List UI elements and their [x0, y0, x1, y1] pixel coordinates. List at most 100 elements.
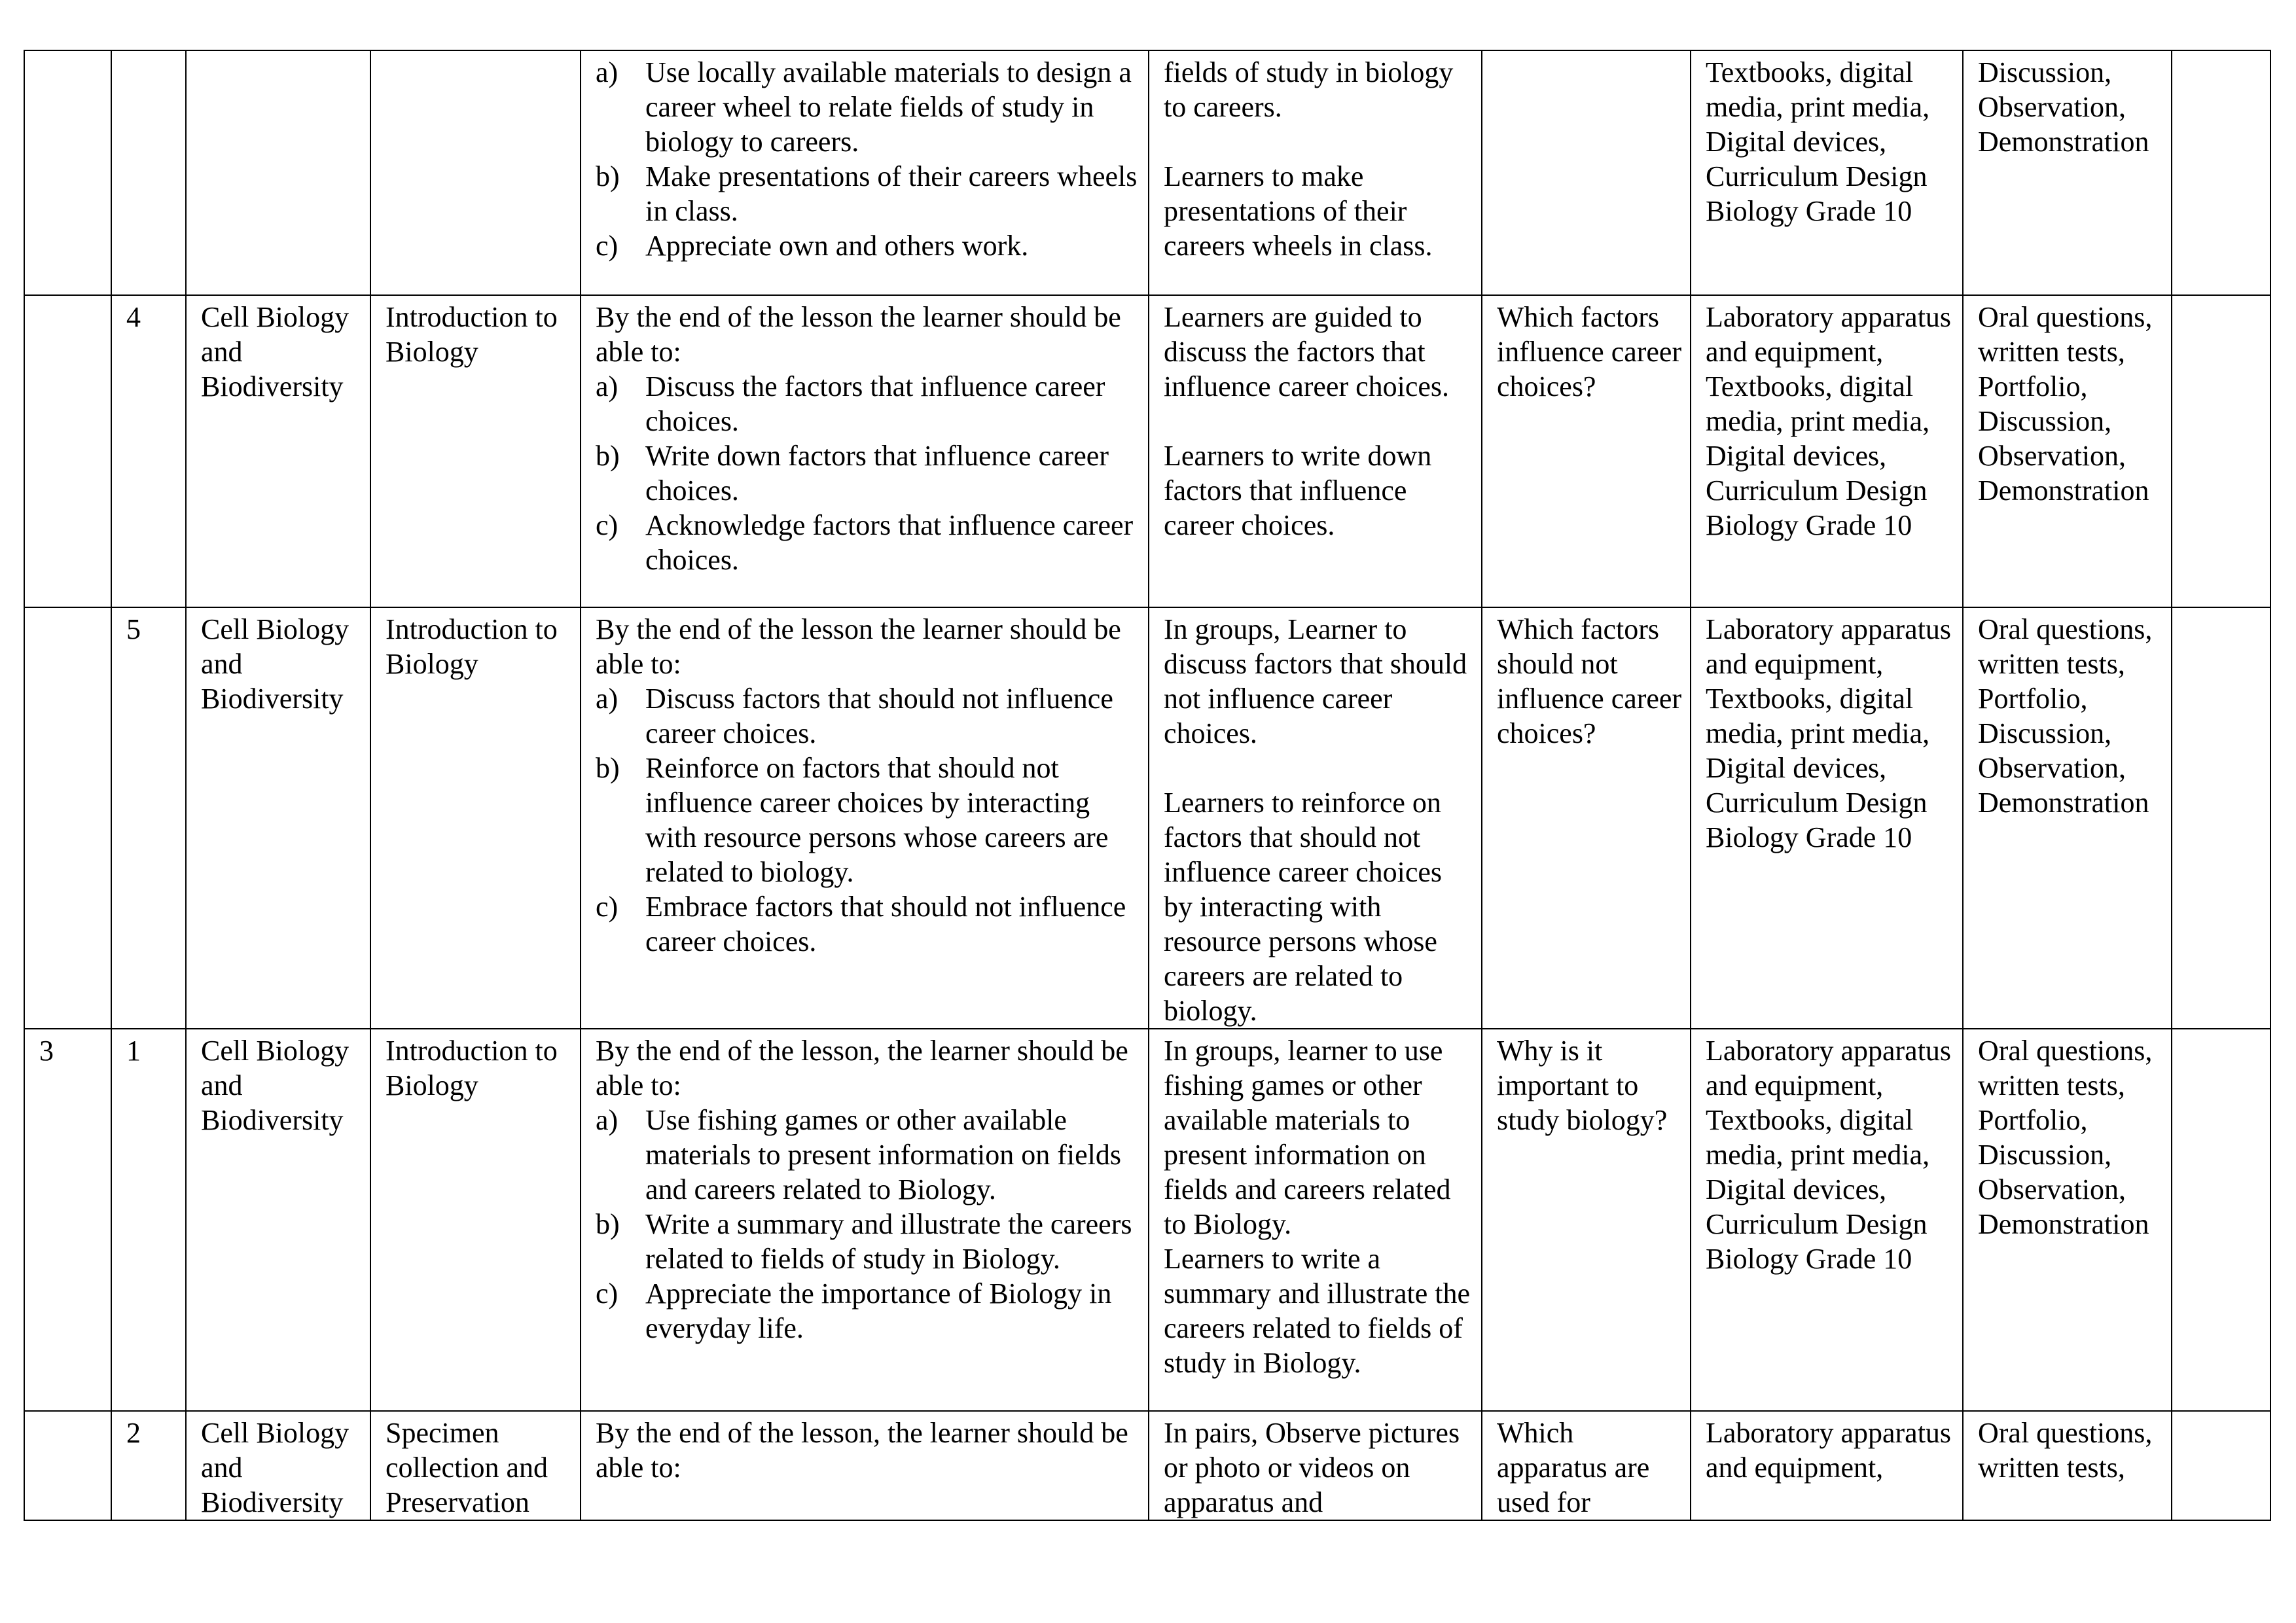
learning-experience: Learners to write down factors that infl…: [1164, 440, 1432, 541]
objectives-cell: By the end of the lesson, the learner sh…: [580, 1410, 1149, 1521]
objective-text: Use locally available materials to desig…: [645, 56, 1132, 158]
key-inquiry-cell: Which factors should not influence caree…: [1481, 607, 1691, 1029]
week-cell: 3: [24, 1028, 112, 1412]
objectives-list: a) Use locally available materials to des…: [596, 55, 1140, 263]
objective-text: Make presentations of their careers whee…: [645, 160, 1138, 227]
learning-experience: Learners to make presentations of their …: [1164, 160, 1433, 262]
objective-label: c): [596, 509, 619, 541]
assessment-cell: Oral questions, written tests,: [1962, 1410, 2172, 1521]
objective-text: Embrace factors that should not influenc…: [645, 891, 1126, 957]
resources-cell: Textbooks, digital media, print media, D…: [1690, 50, 1964, 296]
objective-item: a) Discuss factors that should not influe…: [596, 681, 1140, 751]
objectives-cell: a) Use locally available materials to des…: [580, 50, 1149, 296]
objective-item: c) Embrace factors that should not influe…: [596, 889, 1140, 959]
learning-experiences-cell: fields of study in biology to careers. Le…: [1148, 50, 1482, 296]
objective-text: Reinforce on factors that should not inf…: [645, 752, 1109, 888]
key-inquiry-cell: Which apparatus are used for: [1481, 1410, 1691, 1521]
resources-cell: Laboratory apparatus and equipment, Text…: [1690, 294, 1964, 608]
week-cell: [24, 607, 112, 1029]
objective-label: b): [596, 1208, 620, 1240]
strand-cell: Cell Biology and Biodiversity: [185, 294, 371, 608]
lesson-cell: 1: [111, 1028, 187, 1412]
assessment-cell: Oral questions, written tests, Portfolio…: [1962, 294, 2172, 608]
objective-text: Discuss factors that should not influenc…: [645, 683, 1113, 749]
resources-cell: Laboratory apparatus and equipment,: [1690, 1410, 1964, 1521]
strand-cell: [185, 50, 371, 296]
week-cell: [24, 294, 112, 608]
strand-cell: Cell Biology and Biodiversity: [185, 1028, 371, 1412]
objectives-cell: By the end of the lesson, the learner sh…: [580, 1028, 1149, 1412]
sub-strand-cell: Introduction to Biology: [370, 294, 581, 608]
objective-label: a): [596, 370, 619, 402]
remarks-cell: [2171, 1028, 2271, 1412]
objective-text: Appreciate own and others work.: [645, 230, 1029, 262]
objective-text: Use fishing games or other available mat…: [645, 1104, 1122, 1205]
objectives-list: a) Discuss the factors that influence car…: [596, 369, 1140, 577]
sub-strand-cell: Introduction to Biology: [370, 607, 581, 1029]
strand-cell: Cell Biology and Biodiversity: [185, 607, 371, 1029]
assessment-cell: Oral questions, written tests, Portfolio…: [1962, 1028, 2172, 1412]
week-cell: [24, 50, 112, 296]
objective-item: b) Reinforce on factors that should not i…: [596, 751, 1140, 889]
sub-strand-cell: [370, 50, 581, 296]
learning-experiences-cell: In groups, Learner to discuss factors th…: [1148, 607, 1482, 1029]
objective-label: a): [596, 56, 619, 88]
table-row: 5 Cell Biology and Biodiversity Introducti…: [24, 607, 2271, 1029]
learning-experience: In pairs, Observe pictures or photo or v…: [1164, 1417, 1460, 1518]
week-cell: [24, 1410, 112, 1521]
objectives-list: a) Use fishing games or other available m…: [596, 1103, 1140, 1346]
objective-label: c): [596, 230, 619, 262]
strand-cell: Cell Biology and Biodiversity: [185, 1410, 371, 1521]
objective-item: a) Discuss the factors that influence car…: [596, 369, 1140, 438]
objective-item: a) Use fishing games or other available m…: [596, 1103, 1140, 1207]
lesson-cell: 5: [111, 607, 187, 1029]
objective-label: a): [596, 1104, 619, 1136]
table-row: 2 Cell Biology and Biodiversity Specimen c…: [24, 1410, 2271, 1521]
learning-experience: In groups, learner to use fishing games …: [1164, 1035, 1470, 1379]
objective-text: Acknowledge factors that influence caree…: [645, 509, 1134, 576]
remarks-cell: [2171, 1410, 2271, 1521]
key-inquiry-cell: [1481, 50, 1691, 296]
objective-item: c) Appreciate own and others work.: [596, 228, 1140, 263]
objective-text: Write down factors that influence career…: [645, 440, 1109, 507]
objectives-intro: By the end of the lesson the learner sho…: [596, 301, 1121, 368]
learning-experience: In groups, Learner to discuss factors th…: [1164, 613, 1467, 749]
objective-text: Write a summary and illustrate the caree…: [645, 1208, 1132, 1275]
table-row: 4 Cell Biology and Biodiversity Introducti…: [24, 294, 2271, 608]
objective-item: a) Use locally available materials to des…: [596, 55, 1140, 159]
objective-label: a): [596, 683, 619, 715]
objectives-list: a) Discuss factors that should not influe…: [596, 681, 1140, 959]
objective-label: c): [596, 891, 619, 923]
objectives-intro: By the end of the lesson, the learner sh…: [596, 1035, 1128, 1101]
key-inquiry-cell: Which factors influence career choices?: [1481, 294, 1691, 608]
learning-experiences-cell: In pairs, Observe pictures or photo or v…: [1148, 1410, 1482, 1521]
scheme-of-work-table: a) Use locally available materials to des…: [24, 50, 2271, 1521]
learning-experience: Learners are guided to discuss the facto…: [1164, 301, 1450, 402]
objective-text: Appreciate the importance of Biology in …: [645, 1277, 1112, 1344]
learning-experiences-cell: Learners are guided to discuss the facto…: [1148, 294, 1482, 608]
objective-text: Discuss the factors that influence caree…: [645, 370, 1105, 437]
key-inquiry-cell: Why is it important to study biology?: [1481, 1028, 1691, 1412]
objective-item: b) Make presentations of their careers wh…: [596, 159, 1140, 228]
sub-strand-cell: Introduction to Biology: [370, 1028, 581, 1412]
table-row: a) Use locally available materials to des…: [24, 50, 2271, 296]
assessment-cell: Oral questions, written tests, Portfolio…: [1962, 607, 2172, 1029]
objectives-intro: By the end of the lesson the learner sho…: [596, 613, 1121, 680]
learning-experience: fields of study in biology to careers.: [1164, 56, 1454, 123]
objectives-cell: By the end of the lesson the learner sho…: [580, 294, 1149, 608]
lesson-cell: [111, 50, 187, 296]
remarks-cell: [2171, 607, 2271, 1029]
objective-item: c) Appreciate the importance of Biology i…: [596, 1276, 1140, 1346]
objective-item: b) Write a summary and illustrate the car…: [596, 1207, 1140, 1276]
sub-strand-cell: Specimen collection and Preservation: [370, 1410, 581, 1521]
assessment-cell: Discussion, Observation, Demonstration: [1962, 50, 2172, 296]
objectives-intro: By the end of the lesson, the learner sh…: [596, 1417, 1128, 1484]
learning-experiences-cell: In groups, learner to use fishing games …: [1148, 1028, 1482, 1412]
objective-label: b): [596, 440, 620, 472]
objective-item: c) Acknowledge factors that influence car…: [596, 508, 1140, 577]
objective-label: b): [596, 160, 620, 192]
table-row: 3 1 Cell Biology and Biodiversity Introduct…: [24, 1028, 2271, 1412]
objective-label: c): [596, 1277, 619, 1310]
objective-label: b): [596, 752, 620, 784]
objectives-cell: By the end of the lesson the learner sho…: [580, 607, 1149, 1029]
